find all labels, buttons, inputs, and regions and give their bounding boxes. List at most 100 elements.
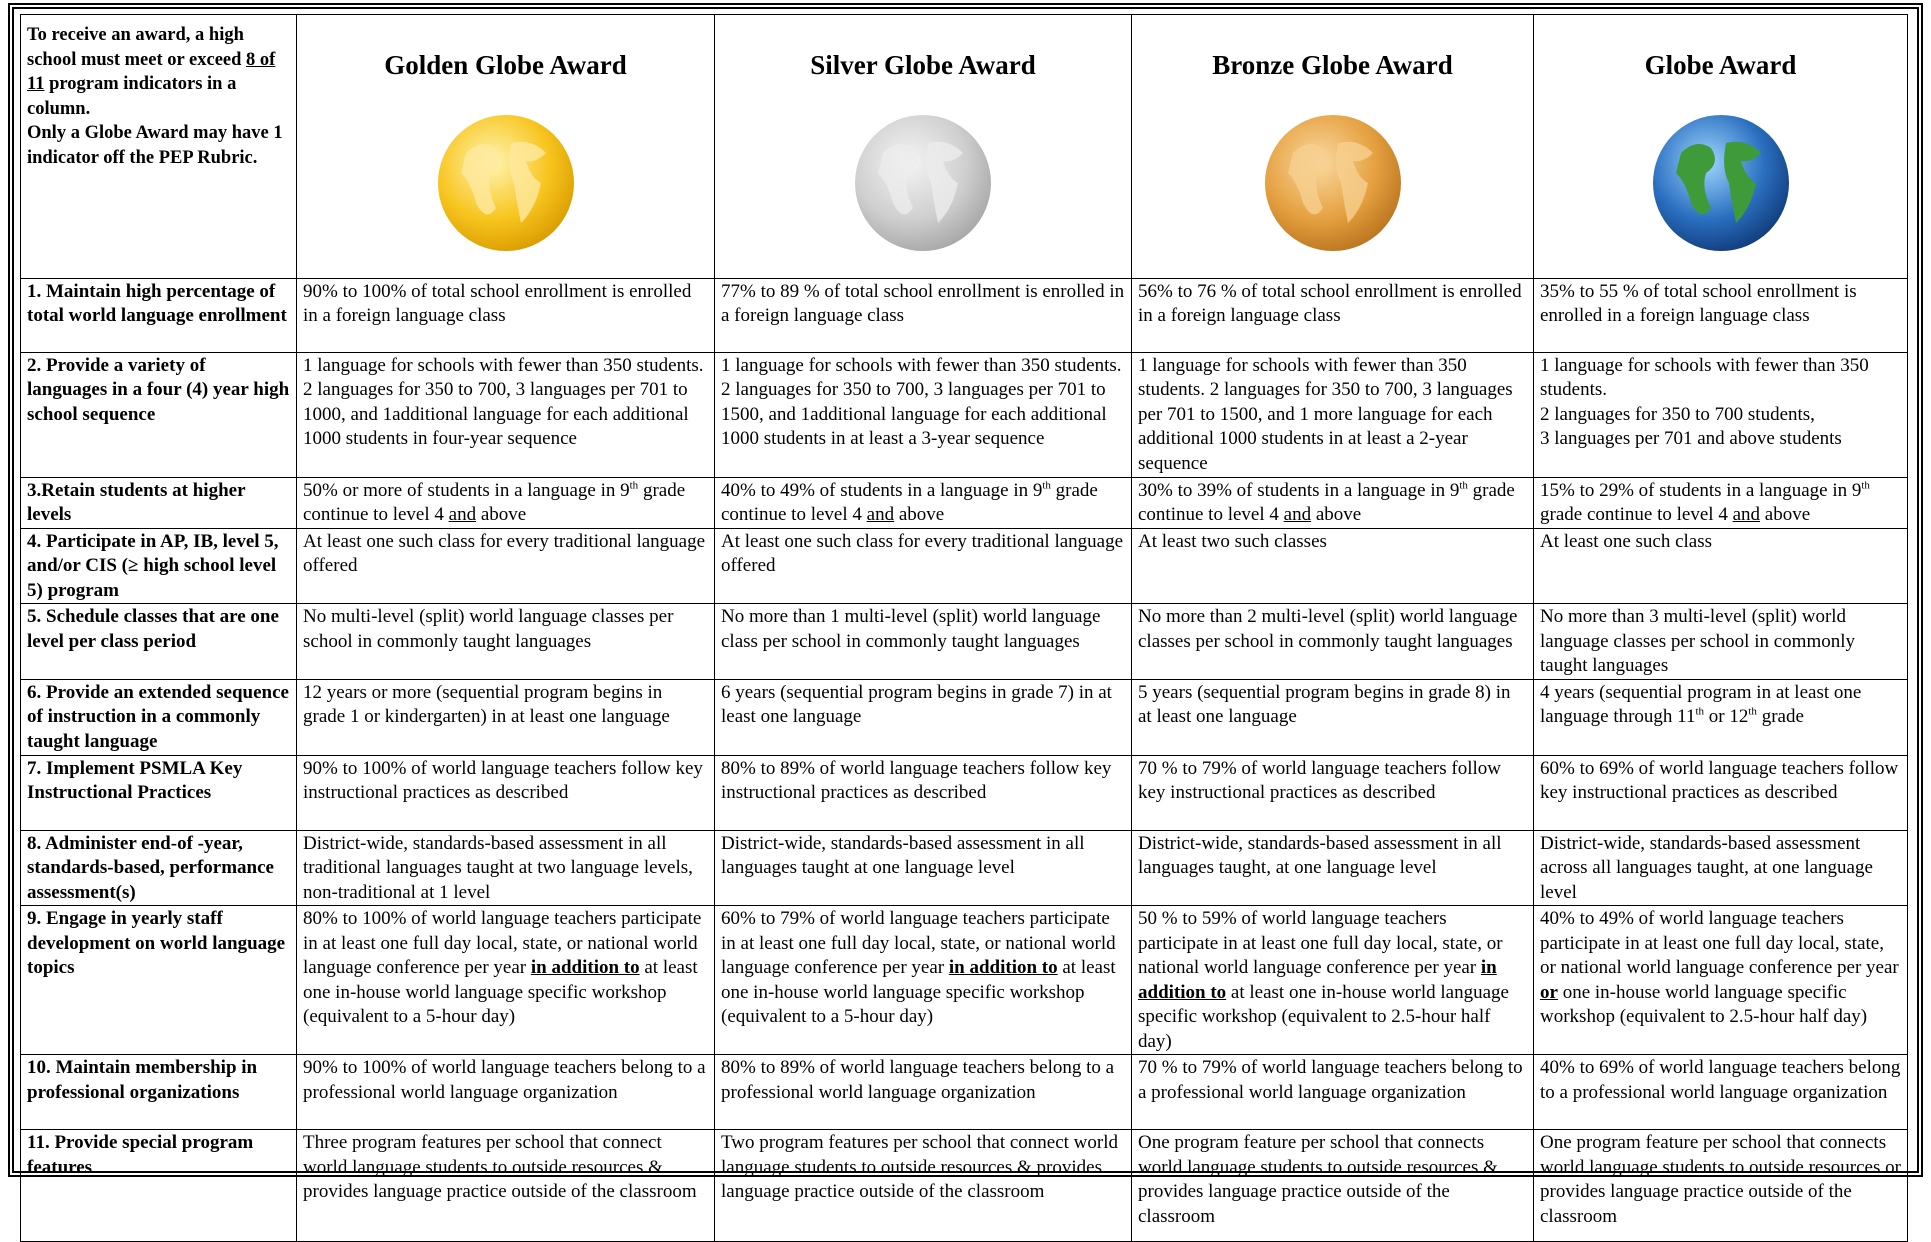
- rubric-row: 4. Participate in AP, IB, level 5, and/o…: [20, 527, 1908, 604]
- superscript: th: [1042, 479, 1051, 492]
- formatted-run: and: [448, 504, 477, 525]
- superscript: th: [1861, 479, 1870, 492]
- globe-icon: [1652, 115, 1789, 251]
- criteria-cell: District-wide, standards-based assessmen…: [1533, 829, 1908, 906]
- text-run: 80% to 100% of world language teachers p…: [303, 908, 702, 978]
- formatted-run: and: [1283, 504, 1312, 525]
- text-run: 5 years (sequential program begins in gr…: [1138, 681, 1511, 728]
- indicator-label: 2. Provide a variety of languages in a f…: [20, 351, 297, 478]
- indicator-label: 6. Provide an extended sequence of instr…: [20, 678, 297, 756]
- text-run: No more than 3 multi-level (split) world…: [1540, 606, 1856, 676]
- text-run: 60% to 69% of world language teachers fo…: [1540, 757, 1899, 804]
- page: To receive an award, a high school must …: [8, 3, 1923, 1242]
- award-title: Silver Globe Award: [810, 49, 1036, 80]
- text-run: above: [894, 504, 945, 525]
- text-run: 50 % to 59% of world language teachers p…: [1138, 908, 1503, 978]
- formatted-run: 8 of 11: [27, 49, 276, 95]
- indicator-label: 9. Engage in yearly staff development on…: [20, 905, 297, 1055]
- text-run: District-wide, standards-based assessmen…: [303, 832, 693, 903]
- rubric-row: 6. Provide an extended sequence of instr…: [20, 678, 1908, 756]
- text-run: 90% to 100% of total school enrollment i…: [303, 280, 692, 327]
- criteria-cell: 40% to 49% of world language teachers pa…: [1533, 905, 1908, 1055]
- criteria-cell: 50% or more of students in a language in…: [296, 476, 715, 529]
- rubric-table: To receive an award, a high school must …: [20, 14, 1908, 1242]
- globe-icon: [855, 115, 991, 251]
- text-run: Three program features per school that c…: [303, 1132, 697, 1202]
- award-cell: Globe Award: [1533, 14, 1908, 279]
- text-run: Two program features per school that con…: [721, 1132, 1119, 1202]
- text-run: 30% to 39% of students in a language in …: [1138, 479, 1460, 501]
- text-run: 1 language for schools with fewer than 3…: [1138, 354, 1513, 474]
- criteria-cell: At least one such class: [1533, 527, 1908, 604]
- text-run: District-wide, standards-based assessmen…: [1540, 832, 1873, 903]
- criteria-cell: 35% to 55 % of total school enrollment i…: [1533, 277, 1908, 353]
- text-run: above: [1760, 504, 1811, 525]
- text-run: One program feature per school that conn…: [1138, 1132, 1498, 1227]
- text-run: grade continue to level 4: [1540, 504, 1733, 525]
- indicator-label: 1. Maintain high percentage of total wor…: [20, 277, 297, 353]
- criteria-cell: At least one such class for every tradit…: [714, 527, 1132, 604]
- text-run: At least two such classes: [1138, 530, 1327, 552]
- criteria-cell: One program feature per school that conn…: [1131, 1129, 1534, 1242]
- rubric-row: 10. Maintain membership in professional …: [20, 1054, 1908, 1130]
- globe-icon: [437, 115, 574, 251]
- award-title: Globe Award: [1644, 49, 1797, 80]
- indicator-label: 5. Schedule classes that are one level p…: [20, 603, 297, 680]
- rubric-row: 7. Implement PSMLA Key Instructional Pra…: [20, 754, 1908, 831]
- indicator-label: 8. Administer end-of -year, standards-ba…: [20, 829, 297, 906]
- criteria-cell: No more than 1 multi-level (split) world…: [714, 603, 1132, 680]
- text-run: at least one in-house world language spe…: [721, 957, 1116, 1027]
- rubric-row: 8. Administer end-of -year, standards-ba…: [20, 829, 1908, 906]
- rubric-row: 3.Retain students at higher levels 50% or…: [20, 476, 1908, 529]
- criteria-cell: 12 years or more (sequential program beg…: [296, 678, 715, 756]
- text-run: above: [476, 504, 527, 525]
- superscript: th: [629, 479, 639, 492]
- text-run: At least one such class for every tradit…: [721, 530, 1124, 577]
- criteria-cell: 5 years (sequential program begins in gr…: [1131, 678, 1534, 756]
- criteria-cell: 80% to 89% of world language teachers fo…: [714, 754, 1132, 831]
- text-run: 1 language for schools with fewer than 3…: [1540, 354, 1869, 450]
- criteria-cell: District-wide, standards-based assessmen…: [714, 829, 1132, 906]
- text-run: 50% or more of students in a language in…: [303, 479, 630, 501]
- text-run: At least one such class for every tradit…: [303, 530, 706, 577]
- criteria-cell: 60% to 69% of world language teachers fo…: [1533, 754, 1908, 831]
- rubric-row: 2. Provide a variety of languages in a f…: [20, 351, 1908, 478]
- text-run: No more than 2 multi-level (split) world…: [1138, 606, 1518, 652]
- criteria-cell: 1 language for schools with fewer than 3…: [1131, 351, 1534, 478]
- criteria-cell: One program feature per school that conn…: [1533, 1129, 1908, 1242]
- text-run: 70 % to 79% of world language teachers f…: [1138, 757, 1502, 804]
- criteria-cell: 30% to 39% of students in a language in …: [1131, 476, 1534, 529]
- rubric-row: 1. Maintain high percentage of total wor…: [20, 277, 1908, 353]
- award-cell: Golden Globe Award: [296, 14, 715, 279]
- rubric-row: 11. Provide special program features Thre…: [20, 1129, 1908, 1242]
- indicator-label: 11. Provide special program features: [20, 1129, 297, 1242]
- criteria-cell: 80% to 100% of world language teachers p…: [296, 905, 715, 1055]
- text-run: District-wide, standards-based assessmen…: [1138, 832, 1502, 879]
- rubric-row: 5. Schedule classes that are one level p…: [20, 603, 1908, 680]
- globe-icon: [1264, 115, 1401, 251]
- criteria-cell: 4 years (sequential program in at least …: [1533, 678, 1908, 756]
- text-run: District-wide, standards-based assessmen…: [721, 832, 1085, 879]
- award-title: Golden Globe Award: [384, 49, 627, 80]
- text-run: or 12: [1704, 706, 1749, 727]
- criteria-cell: 90% to 100% of total school enrollment i…: [296, 277, 715, 353]
- text-run: at least one in-house world language spe…: [1138, 981, 1509, 1052]
- text-run: grade continue to level 4: [721, 479, 1098, 526]
- criteria-cell: 77% to 89 % of total school enrollment i…: [714, 277, 1132, 353]
- text-run: grade continue to level 4: [1138, 479, 1515, 526]
- criteria-cell: District-wide, standards-based assessmen…: [1131, 829, 1534, 906]
- criteria-cell: No multi-level (split) world language cl…: [296, 603, 715, 680]
- criteria-cell: District-wide, standards-based assessmen…: [296, 829, 715, 906]
- text-run: one in-house world language specific wor…: [1540, 981, 1868, 1028]
- frame: To receive an award, a high school must …: [8, 3, 1923, 1242]
- formatted-run: and: [866, 504, 895, 525]
- text-run: 80% to 89% of world language teachers be…: [721, 1057, 1115, 1103]
- text-run: 12 years or more (sequential program beg…: [303, 681, 670, 728]
- intro-cell: To receive an award, a high school must …: [20, 14, 297, 279]
- indicator-label: 10. Maintain membership in professional …: [20, 1054, 297, 1130]
- text-run: grade continue to level 4: [303, 479, 686, 526]
- text-run: above: [1311, 504, 1362, 525]
- text-run: One program feature per school that conn…: [1540, 1132, 1901, 1227]
- indicator-label: 7. Implement PSMLA Key Instructional Pra…: [20, 754, 297, 831]
- text-run: At least one such class: [1540, 530, 1713, 552]
